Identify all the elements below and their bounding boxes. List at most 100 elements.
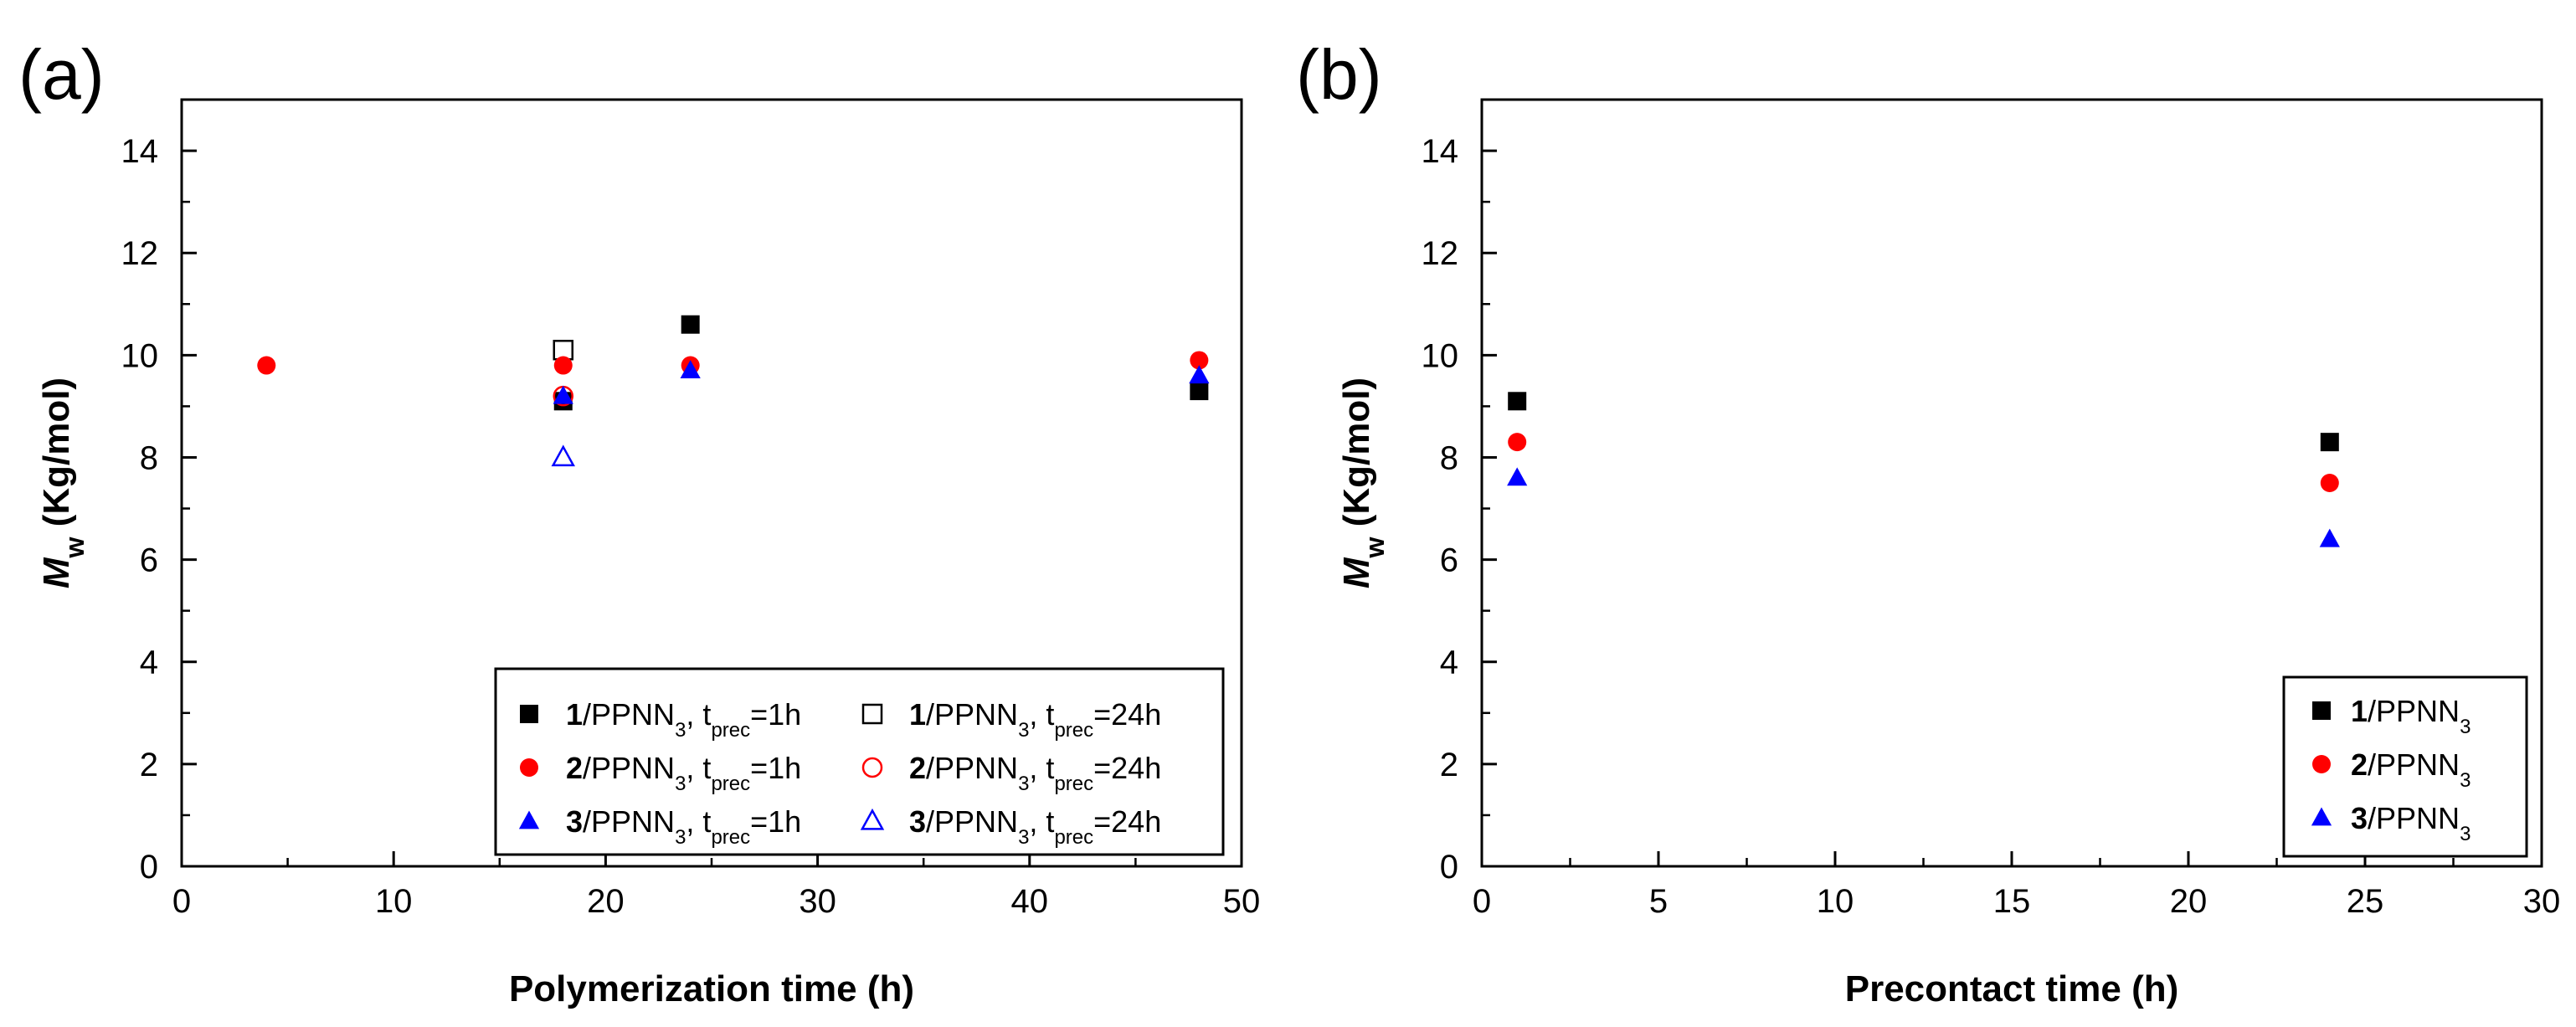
y-tick-label: 14	[121, 133, 159, 170]
y-tick-label: 4	[1440, 644, 1458, 681]
legend-subscript: 3	[1018, 719, 1029, 742]
legend-subscript: 3	[1018, 826, 1029, 849]
legend-text-part: /PPNN	[2368, 747, 2460, 782]
y-axis-unit: (Kg/mol)	[36, 377, 77, 537]
y-tick-label: 0	[140, 849, 158, 886]
x-tick-label: 0	[1473, 883, 1491, 920]
y-axis-unit: (Kg/mol)	[1336, 377, 1377, 537]
data-point	[553, 385, 573, 404]
series-triangle-open	[551, 444, 575, 467]
legend-text-part: , t	[686, 751, 711, 785]
legend-subscript: prec	[711, 719, 750, 742]
legend-label: 1/PPNN3	[2351, 694, 2471, 738]
x-tick-label: 50	[1223, 883, 1261, 920]
data-point	[680, 360, 701, 379]
y-tick-label: 8	[1440, 439, 1458, 476]
legend-text-part: /PPNN	[583, 804, 675, 839]
legend-text-part: =1h	[750, 804, 801, 839]
y-tick-label: 10	[1422, 337, 1459, 374]
legend-subscript: prec	[1054, 773, 1093, 795]
y-axis-symbol: M	[1336, 557, 1377, 588]
x-tick-label: 40	[1011, 883, 1049, 920]
legend-catalyst-number: 1	[2351, 694, 2368, 728]
legend-text-part: =24h	[1093, 697, 1161, 732]
legend-text-part: =24h	[1093, 751, 1161, 785]
data-point	[551, 444, 575, 467]
legend-text-part: /PPNN	[926, 751, 1018, 785]
series-square-filled	[1508, 392, 2339, 452]
legend-subscript: prec	[1054, 826, 1093, 849]
legend-marker	[520, 705, 538, 723]
series-circle-filled	[257, 351, 1209, 375]
x-tick-label: 25	[2347, 883, 2384, 920]
legend-text-part: =1h	[750, 697, 801, 732]
legend-catalyst-number: 2	[566, 751, 583, 785]
x-tick-label: 20	[2170, 883, 2208, 920]
legend-label: 3/PPNN3, tprec=1h	[566, 804, 801, 849]
legend-marker	[520, 758, 538, 777]
legend-text-part: =24h	[1093, 804, 1161, 839]
legend-text-part: /PPNN	[926, 804, 1018, 839]
legend-text-part: , t	[686, 697, 711, 732]
legend-marker	[2311, 807, 2332, 826]
legend-label: 1/PPNN3, tprec=24h	[909, 697, 1161, 742]
legend-text-part: /PPNN	[583, 697, 675, 732]
data-point	[2319, 528, 2340, 547]
y-axis-subscript: w	[59, 537, 90, 558]
legend-marker	[860, 808, 885, 830]
y-axis-title: Mw (Kg/mol)	[1336, 377, 1390, 588]
series-triangle-filled	[553, 360, 1210, 404]
data-point	[2320, 474, 2339, 492]
legend-subscript: prec	[711, 826, 750, 849]
legend-catalyst-number: 3	[566, 804, 583, 839]
y-tick-label: 6	[140, 542, 158, 579]
legend-label: 2/PPNN3	[2351, 747, 2471, 792]
legend-subscript: 3	[1018, 773, 1029, 795]
y-axis-title: Mw (Kg/mol)	[36, 377, 90, 588]
legend-subscript: 3	[2460, 823, 2471, 845]
legend-marker	[2312, 755, 2331, 773]
legend-label: 2/PPNN3, tprec=24h	[909, 751, 1161, 795]
data-point	[1190, 382, 1209, 401]
x-tick-label: 0	[172, 883, 191, 920]
legend-box	[494, 667, 1225, 856]
series-square-filled	[553, 315, 1209, 411]
legend-catalyst-number: 3	[909, 804, 926, 839]
legend-subscript: 3	[675, 719, 686, 742]
x-tick-label: 30	[2523, 883, 2561, 920]
data-point	[2320, 433, 2339, 452]
x-tick-label: 5	[1649, 883, 1668, 920]
data-point	[1190, 351, 1209, 370]
data-point	[1508, 392, 1527, 411]
data-point	[1508, 433, 1527, 452]
legend-label: 3/PPNN3, tprec=24h	[909, 804, 1161, 849]
x-tick-label: 10	[1817, 883, 1854, 920]
legend-text-part: /PPNN	[2368, 801, 2460, 835]
y-tick-label: 14	[1422, 133, 1459, 170]
legend-marker	[861, 757, 883, 778]
data-point	[681, 315, 700, 334]
legend-label: 1/PPNN3, tprec=1h	[566, 697, 801, 742]
legend-subscript: 3	[2460, 769, 2471, 792]
legend-text-part: , t	[1029, 804, 1054, 839]
series-circle-filled	[1508, 433, 2339, 492]
y-axis-symbol: M	[36, 557, 77, 588]
legend-catalyst-number: 1	[566, 697, 583, 732]
legend-text-part: /PPNN	[583, 751, 675, 785]
y-tick-label: 12	[1422, 235, 1459, 272]
legend-subscript: 3	[2460, 716, 2471, 738]
data-point	[1189, 365, 1210, 384]
data-point	[1507, 467, 1528, 486]
legend-text-part: , t	[686, 804, 711, 839]
data-point	[257, 356, 276, 375]
legend-text-part: /PPNN	[2368, 694, 2460, 728]
chart-panel-a: (a)0 10 20 30 40 5002468101214Polymerization …	[18, 35, 1260, 1009]
legend-marker	[518, 810, 540, 829]
legend-text-part: =1h	[750, 751, 801, 785]
legend-subscript: prec	[711, 773, 750, 795]
y-axis-subscript: w	[1360, 537, 1390, 558]
x-axis-title: Polymerization time (h)	[509, 968, 914, 1009]
legend-text-part: , t	[1029, 751, 1054, 785]
